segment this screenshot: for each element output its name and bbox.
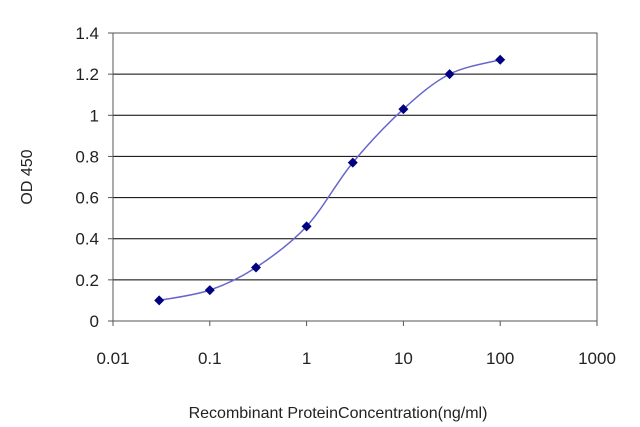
data-point-marker — [154, 295, 165, 306]
y-axis-label: OD 450 — [19, 149, 36, 204]
data-point-marker — [495, 54, 506, 65]
series-line — [159, 59, 501, 302]
x-axis-label: Recombinant ProteinConcentration(ng/ml) — [189, 405, 488, 422]
data-point-marker — [398, 104, 409, 115]
data-point-marker — [250, 262, 261, 273]
data-point-marker — [347, 157, 358, 168]
x-tick-label: 0.01 — [96, 349, 129, 368]
y-tick-label: 1.2 — [75, 65, 99, 84]
y-tick-label: 0.4 — [75, 230, 99, 249]
y-tick-label: 0 — [90, 312, 99, 331]
y-tick-label: 1 — [90, 106, 99, 125]
x-tick-label: 1000 — [578, 349, 616, 368]
gridlines — [113, 32, 597, 322]
series-markers — [154, 54, 506, 306]
x-tick-label: 100 — [486, 349, 514, 368]
y-tick-label: 0.2 — [75, 271, 99, 290]
y-axis-ticks: 0 0.2 0.4 0.6 0.8 1 1.2 1.4 — [75, 24, 113, 331]
data-point-marker — [301, 221, 312, 232]
x-axis-ticks: 0.01 0.1 1 10 100 1000 — [96, 321, 616, 368]
y-tick-label: 0.6 — [75, 189, 99, 208]
data-point-marker — [444, 69, 455, 80]
y-tick-label: 0.8 — [75, 147, 99, 166]
data-point-marker — [204, 285, 215, 296]
x-tick-label: 1 — [302, 349, 311, 368]
x-tick-label: 10 — [394, 349, 413, 368]
y-tick-label: 1.4 — [75, 24, 99, 43]
x-tick-label: 0.1 — [198, 349, 222, 368]
plot-area-border — [112, 32, 598, 322]
